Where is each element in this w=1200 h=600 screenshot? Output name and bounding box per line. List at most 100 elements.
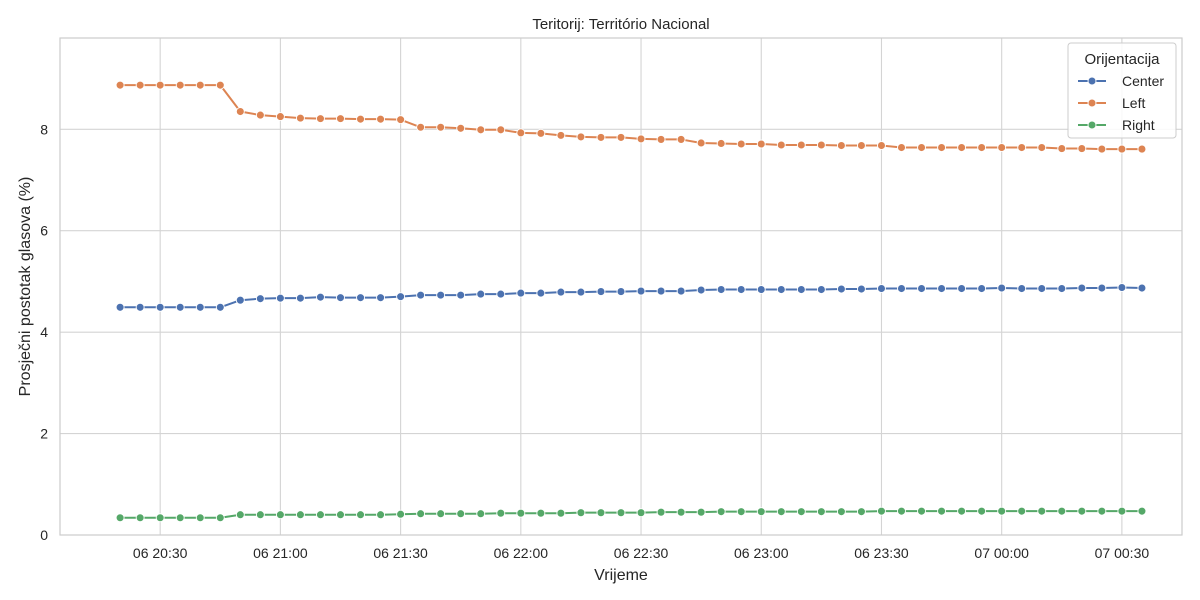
data-point-center [135, 302, 145, 312]
data-point-center [336, 293, 345, 303]
data-point-left [135, 80, 145, 90]
data-point-center [155, 302, 165, 312]
data-point-left [1097, 144, 1107, 154]
data-point-right [155, 513, 165, 523]
data-point-left [937, 143, 947, 152]
data-point-center [776, 285, 786, 294]
data-point-right [476, 509, 486, 519]
data-point-center [596, 287, 606, 297]
data-point-center [636, 286, 646, 296]
data-point-left [716, 139, 726, 148]
data-point-right [195, 513, 205, 523]
data-point-center [175, 302, 185, 312]
data-point-right [836, 507, 846, 517]
data-point-center [476, 289, 486, 299]
data-point-right [656, 507, 666, 517]
data-point-right [616, 508, 626, 518]
data-point-right [716, 507, 726, 517]
data-point-center [676, 286, 686, 296]
data-point-center [536, 288, 546, 298]
data-point-right [416, 509, 426, 519]
data-point-center [396, 292, 406, 302]
data-point-left [856, 141, 866, 150]
data-point-center [877, 284, 886, 293]
data-point-center [656, 286, 666, 296]
legend-swatch-marker [1087, 120, 1097, 130]
data-point-center [957, 284, 967, 293]
data-point-left [476, 125, 486, 135]
data-point-right [877, 506, 886, 516]
data-point-right [636, 508, 646, 518]
data-point-center [836, 284, 846, 294]
x-axis-title: Vrijeme [594, 567, 648, 584]
x-axis-ticks: 06 20:30 06 21:00 06 21:30 06 22:00 06 22:30… [133, 545, 1149, 561]
data-point-left [696, 138, 706, 148]
x-tick-label: 06 20:30 [133, 545, 188, 561]
data-point-left [917, 143, 926, 152]
data-point-center [696, 285, 706, 295]
data-point-left [436, 122, 446, 132]
data-point-right [1117, 506, 1127, 516]
data-point-right [897, 506, 906, 516]
data-point-center [1137, 283, 1147, 293]
data-point-left [1037, 143, 1047, 152]
data-point-left [255, 110, 265, 120]
data-point-right [235, 510, 245, 520]
data-point-left [796, 140, 806, 150]
data-point-center [356, 293, 365, 303]
data-point-left [877, 141, 886, 150]
y-tick-label: 8 [40, 121, 48, 137]
data-point-left [496, 125, 506, 135]
data-point-center [275, 293, 285, 303]
data-point-center [1077, 283, 1087, 293]
data-point-center [215, 302, 225, 312]
data-point-right [696, 507, 706, 517]
data-point-left [836, 141, 846, 150]
data-point-left [816, 140, 826, 150]
x-tick-label: 06 23:00 [734, 545, 789, 561]
data-point-left [897, 143, 906, 152]
data-point-right [516, 508, 526, 518]
data-point-center [255, 294, 265, 304]
data-point-left [536, 128, 546, 138]
data-point-left [977, 143, 987, 152]
legend-swatch-marker [1087, 76, 1097, 86]
data-point-right [676, 507, 686, 517]
series-right [115, 506, 1147, 523]
series-left [115, 80, 1147, 154]
data-point-right [255, 510, 265, 520]
data-point-left [596, 132, 606, 142]
series-line-center [120, 286, 1142, 309]
x-tick-label: 07 00:30 [1095, 545, 1150, 561]
x-tick-label: 06 21:30 [373, 545, 428, 561]
data-point-left [1057, 144, 1067, 154]
data-point-left [736, 139, 746, 149]
legend-item-left: Left [1078, 95, 1145, 111]
data-point-right [856, 507, 866, 517]
data-point-right [356, 510, 365, 520]
data-point-center [376, 293, 386, 303]
data-point-center [736, 285, 746, 294]
series-line-left [120, 84, 1142, 151]
data-point-center [1097, 283, 1107, 293]
data-point-left [175, 80, 185, 90]
data-point-left [316, 114, 325, 124]
data-point-right [536, 508, 546, 518]
data-point-right [937, 506, 947, 516]
data-point-left [396, 115, 406, 125]
data-point-right [1077, 506, 1087, 516]
y-axis-ticks: 0 2 4 6 8 [40, 121, 48, 543]
data-point-right [596, 508, 606, 518]
series-group [115, 80, 1147, 523]
data-point-right [436, 509, 446, 519]
data-point-left [676, 134, 686, 144]
grid [60, 38, 1182, 536]
data-point-right [1097, 506, 1107, 516]
legend-item-right: Right [1078, 117, 1155, 133]
data-point-center [1017, 284, 1027, 293]
legend-items: Center Left Right [1078, 73, 1164, 133]
data-point-center [235, 295, 245, 305]
legend: Orijentacija Center Left Right [1067, 42, 1177, 139]
data-point-left [275, 112, 285, 122]
